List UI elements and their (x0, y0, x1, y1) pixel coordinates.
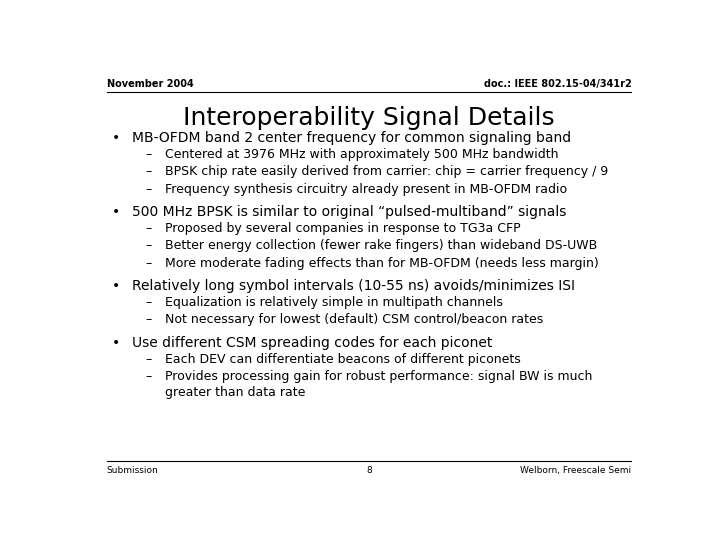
Text: doc.: IEEE 802.15-04/341r2: doc.: IEEE 802.15-04/341r2 (484, 79, 631, 89)
Text: Each DEV can differentiate beacons of different piconets: Each DEV can differentiate beacons of di… (166, 353, 521, 366)
Text: Equalization is relatively simple in multipath channels: Equalization is relatively simple in mul… (166, 296, 503, 309)
Text: –: – (145, 353, 152, 366)
Text: Not necessary for lowest (default) CSM control/beacon rates: Not necessary for lowest (default) CSM c… (166, 313, 544, 327)
Text: Provides processing gain for robust performance: signal BW is much: Provides processing gain for robust perf… (166, 370, 593, 383)
Text: Centered at 3976 MHz with approximately 500 MHz bandwidth: Centered at 3976 MHz with approximately … (166, 148, 559, 161)
Text: Better energy collection (fewer rake fingers) than wideband DS-UWB: Better energy collection (fewer rake fin… (166, 239, 598, 252)
Text: –: – (145, 239, 152, 252)
Text: Proposed by several companies in response to TG3a CFP: Proposed by several companies in respons… (166, 222, 521, 235)
Text: –: – (145, 222, 152, 235)
Text: –: – (145, 183, 152, 196)
Text: –: – (145, 296, 152, 309)
Text: 8: 8 (366, 466, 372, 475)
Text: –: – (145, 165, 152, 178)
Text: Interoperability Signal Details: Interoperability Signal Details (183, 106, 555, 130)
Text: Relatively long symbol intervals (10-55 ns) avoids/minimizes ISI: Relatively long symbol intervals (10-55 … (132, 279, 575, 293)
Text: •: • (112, 131, 120, 145)
Text: November 2004: November 2004 (107, 79, 194, 89)
Text: •: • (112, 205, 120, 219)
Text: BPSK chip rate easily derived from carrier: chip = carrier frequency / 9: BPSK chip rate easily derived from carri… (166, 165, 608, 178)
Text: Submission: Submission (107, 466, 158, 475)
Text: –: – (145, 257, 152, 270)
Text: Use different CSM spreading codes for each piconet: Use different CSM spreading codes for ea… (132, 336, 492, 350)
Text: –: – (145, 370, 152, 383)
Text: greater than data rate: greater than data rate (166, 386, 306, 399)
Text: MB-OFDM band 2 center frequency for common signaling band: MB-OFDM band 2 center frequency for comm… (132, 131, 571, 145)
Text: –: – (145, 148, 152, 161)
Text: –: – (145, 313, 152, 327)
Text: Welborn, Freescale Semi: Welborn, Freescale Semi (520, 466, 631, 475)
Text: More moderate fading effects than for MB-OFDM (needs less margin): More moderate fading effects than for MB… (166, 257, 599, 270)
Text: 500 MHz BPSK is similar to original “pulsed-multiband” signals: 500 MHz BPSK is similar to original “pul… (132, 205, 566, 219)
Text: Frequency synthesis circuitry already present in MB-OFDM radio: Frequency synthesis circuitry already pr… (166, 183, 567, 196)
Text: •: • (112, 336, 120, 350)
Text: •: • (112, 279, 120, 293)
